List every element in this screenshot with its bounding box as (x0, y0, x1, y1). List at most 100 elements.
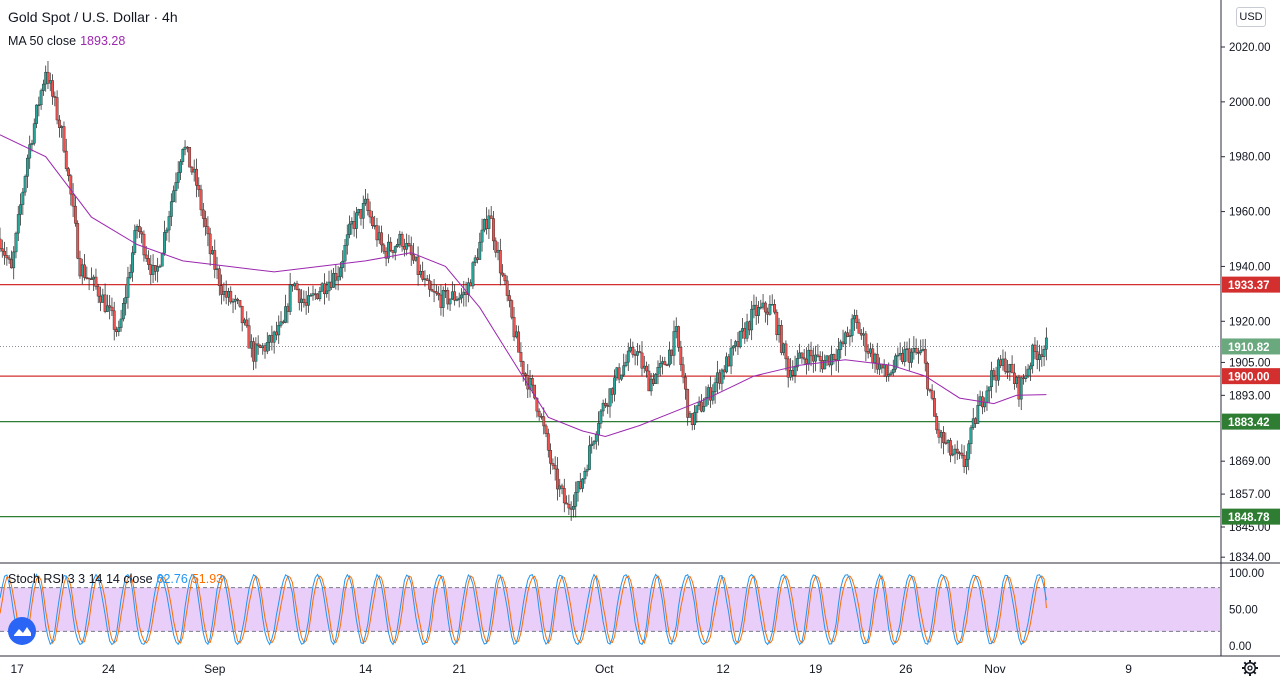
candle-body (558, 485, 562, 490)
candle-body (179, 161, 182, 173)
candle (668, 341, 671, 368)
candle (124, 285, 128, 316)
settings-gear-icon[interactable] (1241, 659, 1259, 677)
candle (323, 273, 326, 305)
candle (144, 246, 148, 263)
candle-body (1003, 358, 1007, 372)
candle-body (268, 335, 271, 343)
candle (759, 299, 763, 310)
candle (256, 335, 260, 355)
candle (971, 407, 975, 430)
candle-body (498, 250, 502, 274)
stoch-rsi-legend[interactable]: Stoch RSI 3 3 14 14 close 62.76 51.93 (8, 572, 223, 586)
candle-body (208, 233, 212, 255)
candle-body (871, 348, 875, 363)
candle-body (256, 343, 260, 346)
candle (89, 267, 93, 281)
candle (35, 104, 38, 129)
candle-body (949, 440, 952, 456)
candle-body (706, 387, 710, 398)
candle-body (361, 203, 365, 219)
candle (782, 342, 786, 356)
candle-body (903, 349, 907, 362)
candle-body (32, 123, 36, 144)
candle (133, 224, 137, 256)
candle-body (521, 361, 525, 374)
candle-body (855, 315, 859, 323)
candle-body (302, 298, 306, 303)
candle (1001, 349, 1005, 371)
candle-body (955, 448, 959, 454)
candle-body (108, 305, 112, 308)
candle (636, 343, 639, 366)
candle-body (359, 209, 363, 219)
candle-body (391, 250, 395, 253)
candle-body (325, 290, 329, 295)
candle (976, 393, 980, 424)
candle (471, 261, 475, 289)
candle (455, 295, 459, 302)
candle-body (199, 189, 203, 211)
candle-body (715, 372, 719, 383)
candle (418, 264, 422, 278)
candle (16, 205, 20, 242)
candle (14, 231, 18, 259)
candle (185, 146, 189, 153)
candle-body (926, 363, 929, 390)
candle-body (224, 291, 228, 298)
candle (131, 245, 134, 282)
candle-body (236, 298, 240, 301)
candle-body (323, 283, 326, 295)
price-tick-label: 1893.00 (1229, 390, 1271, 402)
candle (318, 286, 322, 302)
candle (524, 372, 527, 386)
candle-body (169, 201, 173, 217)
candle (279, 311, 283, 328)
candle (919, 339, 923, 356)
candle (754, 296, 758, 325)
price-tick-label: 2000.00 (1229, 97, 1271, 109)
candle (373, 215, 377, 230)
level-badge-label: 1883.42 (1228, 417, 1270, 429)
candle-body (544, 425, 548, 434)
candle-body (332, 273, 335, 288)
candle (99, 286, 102, 312)
candle (245, 311, 249, 328)
candle-body (350, 221, 354, 225)
candle (720, 368, 724, 391)
candle (391, 249, 395, 259)
candle-body (83, 264, 86, 278)
candle-body (960, 452, 964, 456)
candle (421, 261, 425, 282)
candle (958, 451, 961, 460)
currency-button[interactable]: USD (1236, 7, 1266, 27)
price-tick-label: 1920.00 (1229, 316, 1271, 328)
candle-body (791, 370, 795, 376)
candle-body (12, 251, 16, 269)
tradingview-logo-icon[interactable] (8, 617, 36, 645)
candle (42, 79, 45, 96)
candle-body (327, 281, 331, 292)
candle-body (864, 333, 868, 352)
candle-body (53, 96, 57, 98)
candle (117, 320, 121, 337)
candle (307, 286, 310, 313)
candle (334, 263, 338, 290)
candle-body (779, 325, 783, 353)
candle (704, 386, 708, 407)
candle (620, 374, 623, 382)
candle-body (119, 318, 123, 328)
candle-body (300, 298, 303, 303)
ma-legend[interactable]: MA 50 close 1893.28 (8, 34, 125, 48)
candle (375, 217, 379, 247)
candle-body (430, 289, 434, 292)
candle-body (101, 294, 105, 303)
candle (368, 201, 372, 224)
candle (291, 284, 294, 292)
candle-body (30, 143, 34, 145)
candle (400, 231, 404, 252)
candle-body (990, 370, 993, 388)
candle-body (702, 406, 706, 412)
candle-body (60, 126, 64, 128)
